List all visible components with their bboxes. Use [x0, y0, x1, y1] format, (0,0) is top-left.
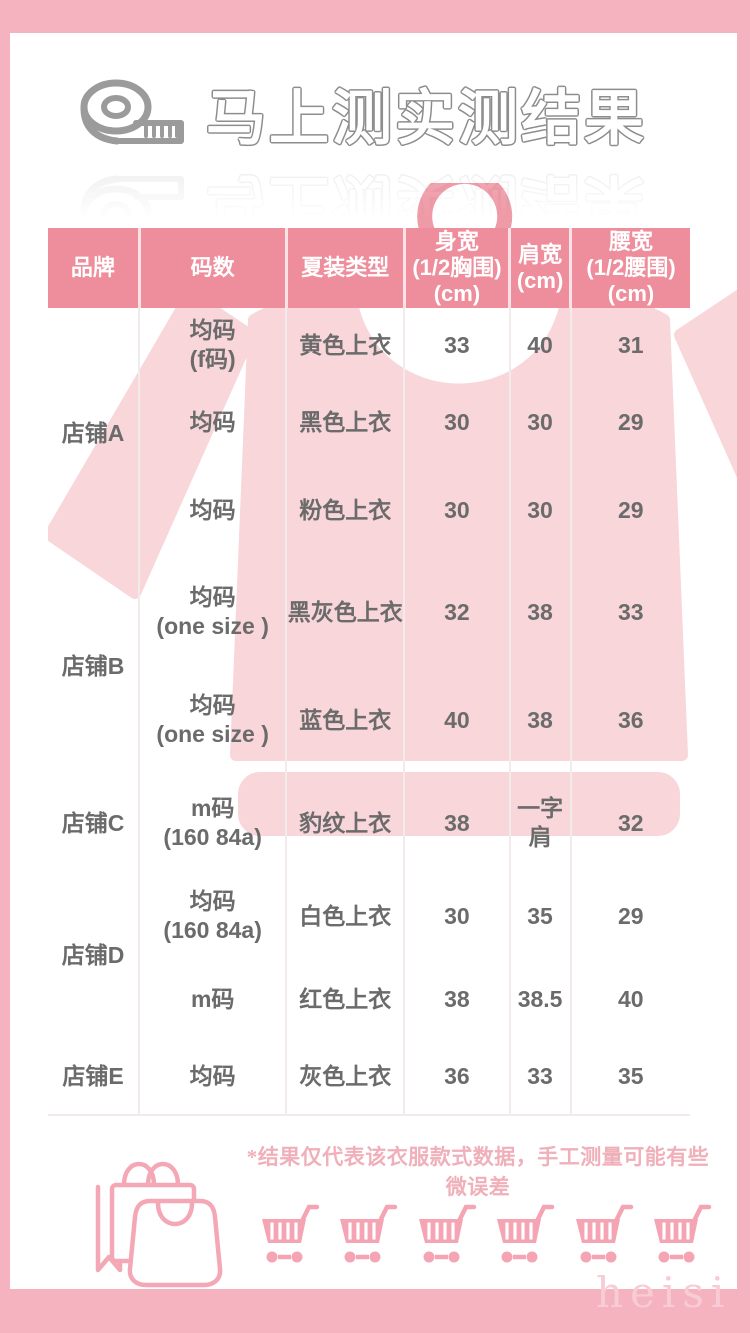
type-cell: 白色上衣	[286, 872, 406, 960]
table-row: 均码 粉色上衣 30 30 29	[48, 462, 690, 558]
brand-cell: 店铺C	[48, 774, 141, 872]
body-width-cell: 30	[404, 462, 511, 558]
waist-cell: 40	[617, 985, 644, 1012]
front-bag-handle	[155, 1200, 195, 1227]
heisi-watermark: heisi	[596, 1268, 732, 1317]
body-width-cell: 32	[404, 558, 511, 666]
size-cell: 均码 (f码)	[139, 308, 288, 382]
body-width-cell: 30	[404, 872, 511, 960]
body-width-cell: 33	[404, 308, 511, 382]
table-header-row: 品牌 码数 夏装类型 身宽 (1/2胸围) (cm) 肩宽 (cm) 腰宽 (1…	[48, 228, 690, 308]
size-cell: 均码 (one size )	[139, 558, 288, 666]
header-body-width: 身宽 (1/2胸围) (cm)	[404, 228, 512, 308]
shoulder-cell: 一字肩	[509, 774, 572, 872]
body-width-cell: 36	[404, 1038, 511, 1115]
table-row: 店铺D 均码 (160 84a) 白色上衣 30 35 29	[48, 872, 690, 1038]
body-width-cell: 38	[404, 960, 511, 1038]
type-cell: 豹纹上衣	[286, 774, 406, 872]
size-cell: m码 (160 84a)	[139, 774, 288, 872]
cart-icon	[417, 1204, 477, 1266]
size-cell: 均码 (one size )	[139, 666, 288, 774]
header-shoulder-width: 肩宽 (cm)	[509, 228, 573, 308]
type-cell: 粉色上衣	[286, 462, 406, 558]
shoulder-cell: 38	[509, 666, 572, 774]
cart-icons-row	[260, 1204, 712, 1266]
cart-icon	[574, 1204, 634, 1266]
body-width-cell: 30	[404, 382, 511, 462]
size-cell: m码	[139, 960, 288, 1038]
title-row: 马上测实测结果	[76, 77, 664, 153]
brand-cell: 店铺B	[48, 558, 141, 774]
cart-icon	[495, 1204, 555, 1266]
table-row: 店铺E 均码 灰色上衣 36 33 35	[48, 1038, 690, 1115]
waist-cell: 33	[617, 598, 644, 625]
header-type: 夏装类型	[286, 228, 406, 308]
front-bag-body	[127, 1198, 223, 1288]
waist-cell: 29	[617, 496, 644, 523]
shopping-bags-icon	[95, 1161, 223, 1288]
shoulder-cell: 38	[509, 558, 572, 666]
type-cell: 灰色上衣	[286, 1038, 406, 1115]
shoulder-cell: 38.5	[509, 960, 572, 1038]
table-row: m码 红色上衣 38 38.5 40	[48, 960, 690, 1038]
table-row: 店铺C m码 (160 84a) 豹纹上衣 38 一字肩 32	[48, 774, 690, 872]
brand-cell: 店铺A	[48, 308, 141, 558]
content-frame: 马上测实测结果 马上测实测结果 品牌 码数 夏装类型 身宽 (1/2胸围) (c…	[10, 33, 737, 1289]
measuring-tape-icon	[80, 79, 184, 145]
cart-icon	[260, 1204, 320, 1266]
type-cell: 黑色上衣	[286, 382, 406, 462]
waist-cell: 32	[617, 809, 644, 836]
body-width-cell: 38	[404, 774, 511, 872]
size-comparison-table: 品牌 码数 夏装类型 身宽 (1/2胸围) (cm) 肩宽 (cm) 腰宽 (1…	[48, 228, 690, 1116]
table-row: 均码 黑色上衣 30 30 29	[48, 382, 690, 462]
header-brand: 品牌	[48, 228, 141, 308]
cart-icon	[652, 1204, 712, 1266]
type-cell: 蓝色上衣	[286, 666, 406, 774]
type-cell: 红色上衣	[286, 960, 406, 1038]
waist-cell: 31	[617, 331, 644, 358]
body-width-cell: 40	[404, 666, 511, 774]
table-row: 店铺B 均码 (one size ) 黑灰色上衣 32 38 33	[48, 558, 690, 774]
type-cell: 黑灰色上衣	[286, 558, 406, 666]
type-cell: 黄色上衣	[286, 308, 406, 382]
cart-icon	[338, 1204, 398, 1266]
waist-cell: 29	[617, 408, 644, 435]
size-cell: 均码	[139, 1038, 288, 1115]
brand-cell: 店铺D	[48, 872, 141, 1038]
tshirt-right-sleeve	[674, 289, 737, 478]
shoulder-cell: 30	[509, 462, 572, 558]
title-reflection: 马上测实测结果	[76, 157, 664, 253]
waist-cell: 35	[617, 1062, 644, 1089]
waist-cell: 29	[617, 902, 644, 929]
svg-text:马上测实测结果: 马上测实测结果	[206, 167, 647, 236]
table-row: 均码 (one size ) 蓝色上衣 40 38 36	[48, 666, 690, 774]
header-waist-width: 腰宽 (1/2腰围) (cm)	[570, 228, 690, 308]
shoulder-cell: 40	[509, 308, 572, 382]
header-size: 码数	[139, 228, 288, 308]
disclaimer-note: *结果仅代表该衣服款式数据，手工测量可能有些微误差	[246, 1145, 710, 1199]
size-cell: 均码 (160 84a)	[139, 872, 288, 960]
table-row: 店铺A 均码 (f码) 黄色上衣 33 40 31	[48, 308, 690, 558]
shoulder-cell: 35	[509, 872, 572, 960]
brand-cell: 店铺E	[48, 1038, 141, 1115]
size-cell: 均码	[139, 462, 288, 558]
back-bag-handle	[121, 1161, 181, 1188]
size-cell: 均码	[139, 382, 288, 462]
waist-cell: 36	[617, 706, 644, 733]
shoulder-cell: 30	[509, 382, 572, 462]
page-title: 马上测实测结果	[206, 84, 647, 153]
shoulder-cell: 33	[509, 1038, 572, 1115]
